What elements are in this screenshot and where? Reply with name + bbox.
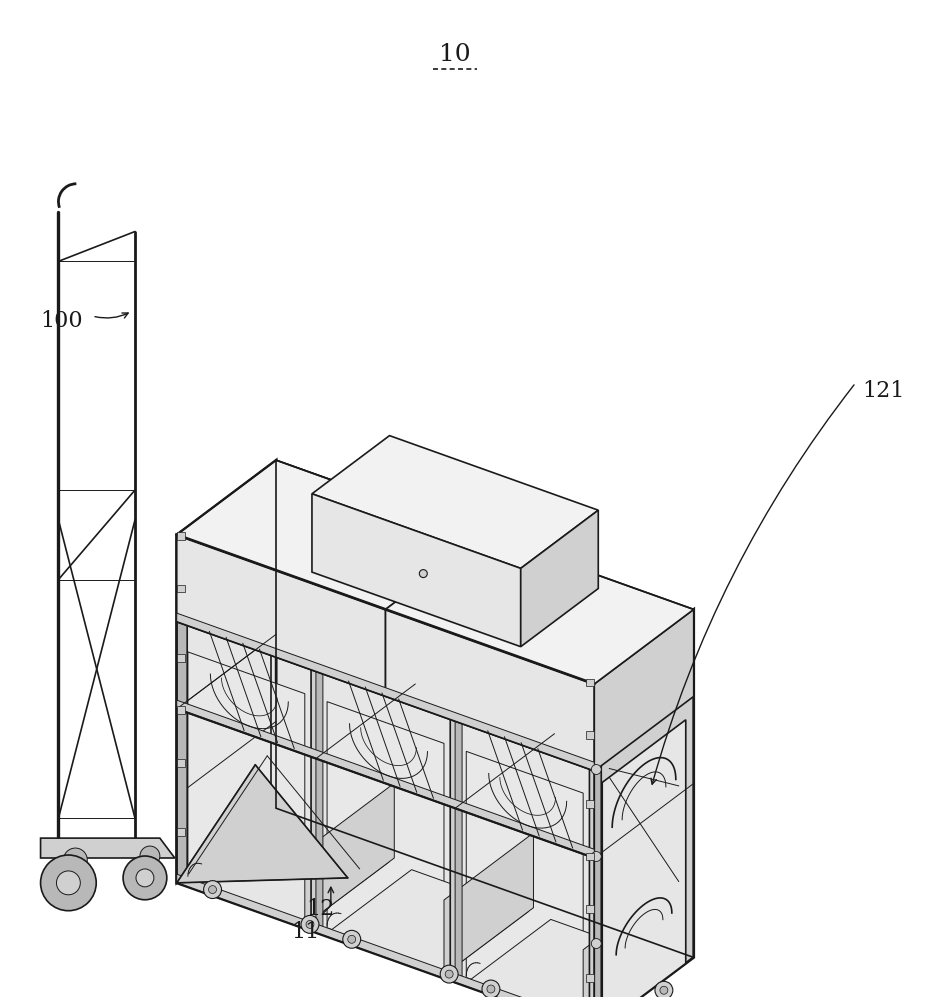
Polygon shape	[444, 833, 534, 975]
Polygon shape	[468, 919, 668, 1000]
Circle shape	[482, 980, 500, 998]
Polygon shape	[177, 874, 595, 1000]
Bar	[586, 905, 594, 913]
Circle shape	[440, 965, 458, 983]
Circle shape	[348, 935, 355, 943]
Bar	[177, 585, 185, 592]
Circle shape	[140, 846, 160, 866]
Polygon shape	[177, 460, 484, 609]
Polygon shape	[190, 820, 390, 924]
Circle shape	[301, 915, 319, 933]
Text: 121: 121	[863, 380, 905, 402]
Circle shape	[41, 855, 96, 911]
Bar	[177, 828, 185, 836]
Polygon shape	[450, 633, 460, 984]
Polygon shape	[595, 609, 694, 1000]
Circle shape	[56, 871, 81, 895]
Bar	[177, 532, 185, 540]
Polygon shape	[312, 436, 598, 568]
Polygon shape	[177, 535, 386, 696]
Polygon shape	[329, 870, 528, 973]
Polygon shape	[595, 609, 694, 771]
Polygon shape	[276, 460, 484, 622]
Polygon shape	[41, 838, 175, 858]
Circle shape	[209, 886, 217, 894]
Text: 12: 12	[306, 898, 334, 920]
Text: 10: 10	[439, 43, 471, 66]
Polygon shape	[177, 765, 348, 883]
Polygon shape	[312, 494, 521, 647]
Bar	[177, 706, 185, 714]
Polygon shape	[177, 527, 187, 883]
Bar	[586, 679, 594, 686]
Circle shape	[343, 930, 361, 948]
Circle shape	[591, 765, 601, 774]
Circle shape	[446, 970, 453, 978]
Bar	[586, 800, 594, 808]
Circle shape	[306, 920, 314, 928]
Polygon shape	[386, 609, 595, 771]
Polygon shape	[602, 720, 686, 1000]
Polygon shape	[386, 535, 694, 684]
Bar	[586, 974, 594, 982]
Bar	[177, 759, 185, 767]
Polygon shape	[466, 751, 583, 1000]
Text: 100: 100	[41, 310, 84, 332]
Circle shape	[64, 848, 87, 872]
Circle shape	[487, 985, 495, 993]
Polygon shape	[177, 460, 276, 883]
Circle shape	[591, 852, 601, 861]
Bar	[586, 853, 594, 860]
Circle shape	[124, 856, 167, 900]
Circle shape	[203, 881, 221, 899]
Polygon shape	[455, 629, 462, 982]
Circle shape	[136, 869, 154, 887]
Polygon shape	[595, 679, 601, 1000]
Polygon shape	[177, 535, 595, 1000]
Circle shape	[419, 570, 428, 578]
Polygon shape	[316, 579, 323, 933]
Polygon shape	[311, 583, 321, 934]
Polygon shape	[583, 883, 673, 1000]
Polygon shape	[177, 535, 181, 885]
Polygon shape	[188, 652, 305, 920]
Circle shape	[655, 981, 673, 999]
Text: 11: 11	[291, 921, 319, 943]
Polygon shape	[521, 510, 598, 647]
Bar	[177, 654, 185, 662]
Polygon shape	[177, 613, 595, 771]
Circle shape	[591, 939, 601, 948]
Polygon shape	[305, 783, 394, 925]
Circle shape	[660, 986, 668, 994]
Polygon shape	[589, 682, 595, 1000]
Polygon shape	[177, 700, 595, 858]
Polygon shape	[327, 702, 444, 970]
Bar	[586, 731, 594, 739]
